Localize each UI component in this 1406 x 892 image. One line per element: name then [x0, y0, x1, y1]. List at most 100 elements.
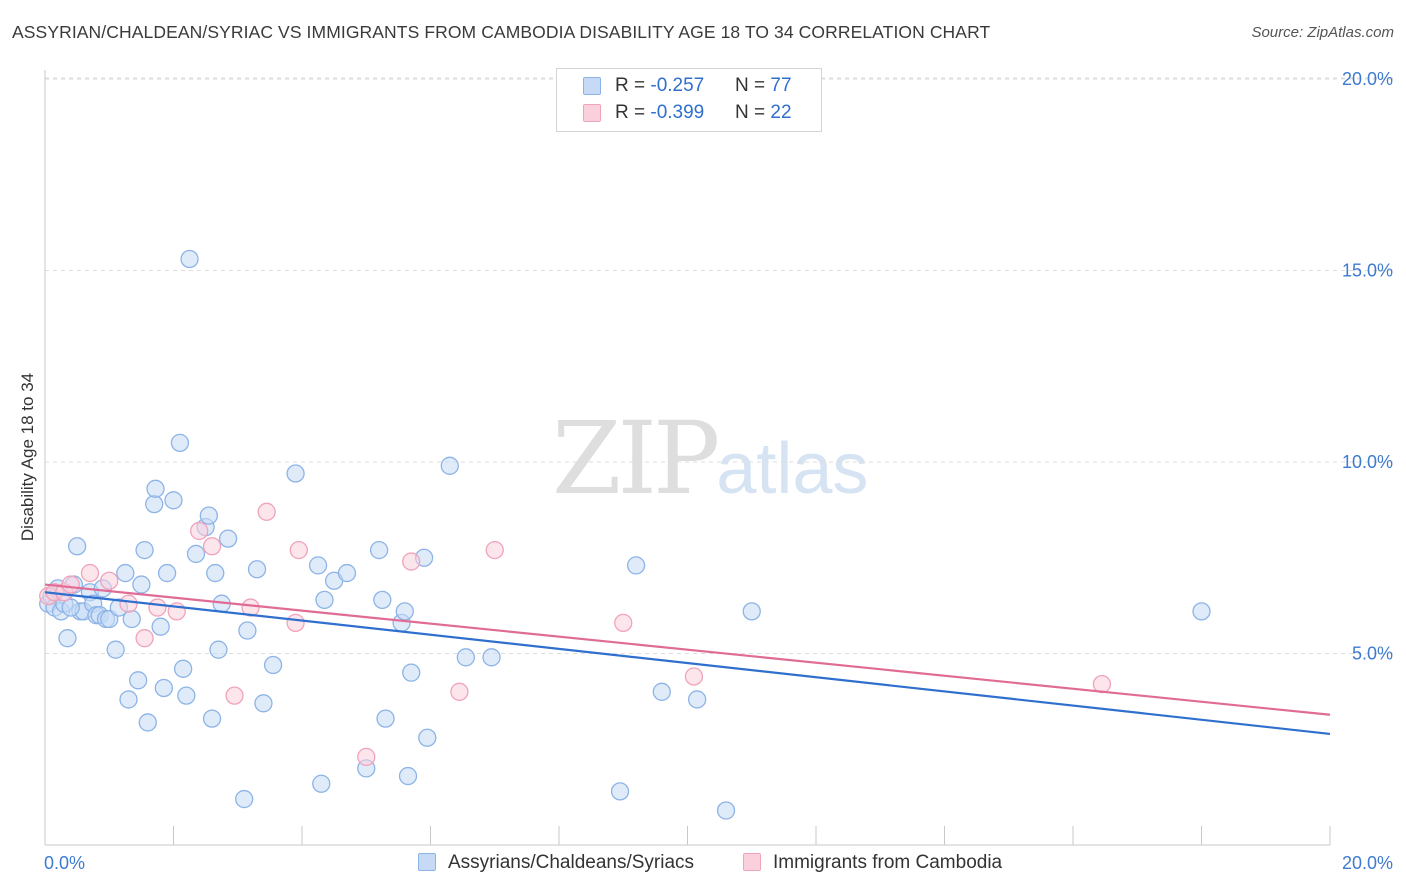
data-point-series1 — [312, 774, 331, 793]
data-point-series1 — [308, 556, 328, 575]
data-point-series1 — [180, 249, 199, 269]
data-point-series1 — [132, 575, 151, 594]
data-point-series1 — [151, 617, 170, 636]
data-point-series1 — [716, 801, 736, 820]
data-point-series1 — [238, 621, 257, 640]
data-point-series1 — [456, 648, 475, 667]
legend-n-label: N = — [735, 102, 771, 123]
data-point-series1 — [626, 556, 646, 575]
y-tick-label: 10.0% — [1342, 452, 1393, 472]
data-point-series2 — [80, 563, 100, 583]
data-point-series1 — [687, 690, 707, 709]
data-point-series2 — [485, 540, 504, 560]
data-point-series2 — [241, 598, 260, 617]
data-point-series1 — [164, 491, 183, 510]
legend-r-series2: R = -0.399 — [615, 102, 704, 124]
data-point-series2 — [190, 521, 209, 541]
grid-layer — [45, 77, 1395, 654]
chart-title: ASSYRIAN/CHALDEAN/SYRIAC VS IMMIGRANTS F… — [12, 22, 991, 42]
data-point-series1 — [146, 479, 165, 498]
data-point-series1 — [373, 590, 392, 610]
data-point-series1 — [652, 682, 671, 701]
data-point-series1 — [254, 694, 273, 713]
legend-box: R = -0.257 N = 77 R = -0.399 N = 22 — [556, 68, 822, 132]
data-point-series1 — [122, 609, 141, 629]
legend-n-series2: N = 22 — [735, 102, 792, 124]
y-tick-label: 20.0% — [1342, 69, 1393, 89]
data-point-series1 — [218, 529, 238, 548]
legend-r-value: -0.399 — [650, 102, 705, 123]
legend-n-series1: N = 77 — [735, 75, 792, 97]
bottom-legend-series2: Immigrants from Cambodia — [743, 852, 1002, 874]
data-point-series1 — [170, 433, 190, 453]
data-point-series1 — [418, 728, 437, 747]
data-point-series1 — [376, 709, 395, 728]
y-tick-label: 15.0% — [1342, 261, 1393, 281]
points-layer — [39, 249, 1211, 820]
data-point-series1 — [116, 563, 135, 583]
bottom-legend-swatch-series1 — [418, 853, 436, 871]
data-point-series1 — [61, 598, 80, 617]
data-point-series2 — [135, 629, 154, 648]
legend-r-series1: R = -0.257 — [615, 75, 704, 97]
data-point-series2 — [148, 598, 167, 617]
data-point-series2 — [357, 747, 376, 767]
trend-layer — [44, 583, 1331, 736]
axis-layer — [44, 70, 1331, 846]
data-point-series1 — [235, 789, 254, 809]
data-point-series2 — [450, 682, 469, 701]
x-tick-label: 0.0% — [44, 853, 85, 873]
legend-r-value: -0.257 — [650, 75, 705, 96]
trend-line-series2 — [44, 583, 1331, 716]
legend-swatch-series1 — [583, 77, 601, 95]
source-label: Source: ZipAtlas.com — [1251, 24, 1394, 41]
data-point-series1 — [315, 590, 334, 610]
data-point-series1 — [154, 678, 174, 698]
data-point-series2 — [614, 613, 633, 633]
data-point-series1 — [58, 629, 77, 648]
data-point-series1 — [610, 782, 630, 801]
data-point-series2 — [257, 502, 276, 521]
data-point-series2 — [61, 575, 80, 594]
data-point-series2 — [402, 552, 421, 571]
trend-line-series1 — [44, 591, 1331, 736]
data-point-series1 — [369, 540, 389, 560]
data-point-series1 — [286, 464, 305, 483]
data-point-series2 — [684, 667, 704, 686]
label-layer: 5.0% 10.0% 15.0% 20.0% 0.0% 20.0% Disability A… — [18, 69, 1393, 873]
data-point-series1 — [202, 709, 222, 728]
legend-n-label: N = — [735, 75, 771, 96]
data-point-series1 — [135, 540, 154, 560]
data-point-series2 — [225, 686, 244, 705]
data-point-series1 — [402, 663, 421, 682]
data-point-series1 — [199, 506, 218, 525]
data-point-series1 — [398, 766, 418, 786]
y-axis-title: Disability Age 18 to 34 — [18, 373, 37, 541]
bottom-legend-series1: Assyrians/Chaldeans/Syriacs — [418, 852, 694, 874]
data-point-series1 — [206, 563, 225, 583]
data-point-series1 — [106, 640, 125, 659]
data-point-series2 — [286, 613, 305, 633]
data-point-series2 — [119, 594, 138, 613]
data-point-series1 — [67, 537, 87, 556]
data-point-series1 — [482, 648, 501, 667]
data-point-series1 — [119, 690, 138, 709]
data-point-series1 — [209, 640, 228, 659]
data-point-series2 — [289, 540, 308, 560]
legend-n-value: 77 — [770, 75, 792, 96]
data-point-series1 — [173, 659, 193, 678]
bottom-legend-label-series2: Immigrants from Cambodia — [773, 852, 1003, 873]
data-point-series1 — [138, 713, 157, 732]
data-point-series1 — [1192, 602, 1211, 621]
data-point-series2 — [100, 571, 119, 590]
data-point-series1 — [263, 655, 283, 675]
data-point-series1 — [186, 544, 206, 564]
data-point-series2 — [202, 537, 222, 556]
data-point-series1 — [395, 602, 414, 621]
x-tick-label: 20.0% — [1342, 853, 1393, 873]
data-point-series1 — [247, 560, 267, 579]
legend-swatch-series2 — [583, 104, 601, 122]
data-point-series1 — [177, 686, 196, 705]
bottom-legend-label-series1: Assyrians/Chaldeans/Syriacs — [448, 852, 695, 873]
